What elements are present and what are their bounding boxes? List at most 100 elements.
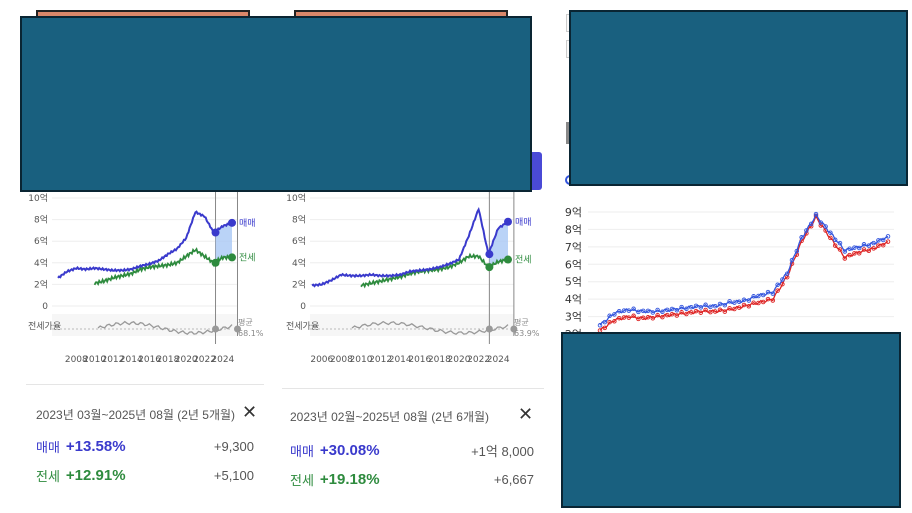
- left-stats-sale-label: 매매: [36, 439, 60, 455]
- x-tick-label: 2006: [310, 355, 333, 365]
- right-y-tick-label: 9억: [565, 206, 582, 219]
- right-blue-series-point: [756, 293, 761, 299]
- x-tick-label: 2024: [211, 355, 234, 365]
- y-tick-label: 6억: [34, 235, 48, 247]
- right-blue-series-point: [770, 291, 776, 296]
- right-red-series-point: [722, 309, 728, 314]
- sale-series-label: 매매: [239, 218, 256, 229]
- right-blue-series-point: [703, 302, 708, 308]
- right-red-series-point: [751, 300, 756, 305]
- right-red-series-point: [866, 248, 872, 254]
- right-blue-series-point: [741, 297, 747, 303]
- right-blue-series-point: [626, 308, 632, 313]
- right-y-tick-label: 8억: [565, 223, 582, 236]
- right-red-series-point: [636, 316, 641, 322]
- ratio-start-marker: [212, 325, 220, 333]
- right-blue-series-point: [712, 303, 718, 309]
- ratio-band: [310, 314, 514, 336]
- right-blue-series-point: [708, 304, 713, 310]
- right-blue-series-point: [698, 305, 704, 310]
- ratio-line: [351, 320, 509, 335]
- right-blue-series-point: [684, 306, 689, 312]
- right-red-series-point: [655, 312, 660, 318]
- right-red-series-point: [703, 307, 708, 313]
- y-tick-label: 4억: [292, 257, 306, 269]
- sale-end-marker: [504, 217, 512, 226]
- jeonse-start-marker: [211, 258, 220, 267]
- jeonse-ratio-label: 전세가율: [286, 321, 319, 332]
- middle-stats-separator: [282, 388, 544, 389]
- x-tick-label: 2008: [65, 355, 88, 365]
- right-blue-series-point: [832, 237, 838, 243]
- right-blue-series-point: [602, 319, 608, 325]
- right-red-series-point: [746, 304, 752, 309]
- right-blue-series-point: [775, 282, 780, 288]
- right-blue-series-point: [813, 211, 819, 217]
- right-y-tick-label: 6억: [565, 258, 582, 271]
- right-blue-series-point: [885, 234, 891, 239]
- right-price-chart: 9억8억7억6억5억4억3억2억: [565, 206, 894, 341]
- middle-stats-close-button[interactable]: ✕: [518, 404, 534, 424]
- left-stats-sale-row: 매매 +13.58% +9,300: [36, 435, 254, 457]
- right-red-series-point: [616, 315, 622, 321]
- right-red-series-point: [818, 223, 824, 228]
- right-blue-series-point: [631, 306, 636, 312]
- right-red-series-point: [708, 309, 713, 315]
- right-red-series-point: [607, 319, 612, 325]
- right-red-series-point: [847, 252, 852, 258]
- right-blue-series-point: [880, 237, 886, 243]
- middle-stats-period: 2023년 02월~2025년 08월 (2년 6개월): [290, 410, 490, 424]
- jeonse-line: [360, 252, 509, 289]
- right-red-series-point: [880, 242, 886, 248]
- right-red-series-point: [679, 310, 684, 315]
- x-tick-label: 2020: [175, 355, 198, 365]
- right-blue-series-point: [799, 235, 804, 240]
- right-blue-series-point: [866, 243, 872, 248]
- right-blue-series-point: [660, 309, 665, 315]
- right-red-series-point: [727, 306, 732, 311]
- ratio-end-marker: [510, 325, 518, 333]
- left-stats-sale-amt: +9,300: [213, 438, 254, 454]
- right-blue-series-point: [852, 245, 857, 250]
- right-red-series-point: [775, 288, 780, 293]
- middle-stats-sale-pct: +30.08%: [319, 441, 380, 459]
- sale-start-marker: [211, 228, 220, 237]
- x-tick-label: 2016: [408, 355, 431, 365]
- right-red-series-point: [760, 299, 766, 305]
- right-blue-series-point: [693, 303, 699, 309]
- right-blue-series-point: [664, 307, 670, 313]
- x-tick-label: 2022: [467, 355, 490, 365]
- right-blue-series-line: [599, 212, 889, 326]
- ratio-avg-label: 평균: [238, 317, 253, 327]
- right-red-series-point: [621, 315, 627, 320]
- ratio-line: [97, 320, 233, 335]
- right-red-series-point: [712, 309, 718, 314]
- right-red-series-point: [837, 247, 843, 252]
- right-blue-series-point: [760, 292, 766, 298]
- right-blue-series-point: [674, 308, 680, 313]
- left-stats-close-button[interactable]: ✕: [242, 402, 258, 422]
- middle-stats-jeonse-pct: +19.18%: [319, 470, 380, 488]
- middle-stats-jeonse-label: 전세: [290, 472, 314, 488]
- right-blue-series-point: [746, 298, 752, 303]
- right-blue-series-point: [645, 308, 651, 314]
- right-y-tick-label: 7억: [565, 241, 582, 254]
- ratio-start-marker: [485, 325, 493, 333]
- right-blue-series-point: [722, 302, 728, 308]
- y-tick-label: 8억: [34, 214, 48, 226]
- right-red-series-point: [684, 311, 689, 317]
- y-tick-label: 2억: [292, 278, 306, 290]
- jeonse-ratio-label: 전세가율: [28, 321, 61, 332]
- middle-stats-sale-amt: +1억 8,000: [471, 443, 534, 459]
- right-red-series-point: [669, 311, 675, 317]
- jeonse-end-marker: [228, 253, 236, 262]
- sale-start-marker: [485, 250, 494, 259]
- left-stats-jeonse-amt: +5,100: [213, 467, 254, 483]
- right-blue-series-point: [688, 304, 694, 310]
- left-stats-period: 2023년 03월~2025년 08월 (2년 5개월): [36, 408, 236, 422]
- right-red-series-point: [861, 247, 867, 252]
- x-tick-label: 2018: [156, 355, 179, 365]
- x-tick-label: 2008: [330, 355, 353, 365]
- middle-stats-sale-row: 매매 +30.08% +1억 8,000: [290, 439, 534, 461]
- sale-line: [311, 207, 509, 288]
